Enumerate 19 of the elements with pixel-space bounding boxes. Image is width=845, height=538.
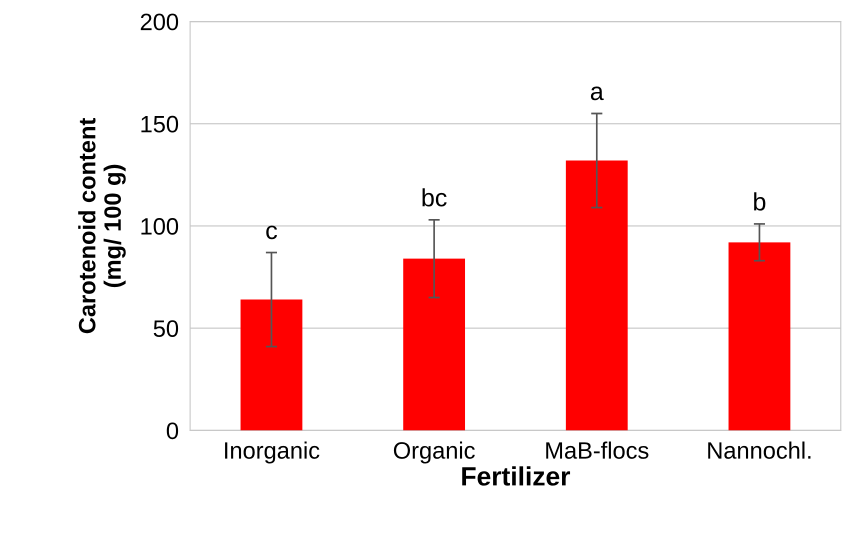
annotation: b xyxy=(754,192,766,211)
bar xyxy=(728,242,790,430)
y-tick-label: 50 xyxy=(154,320,178,337)
x-axis-title: Fertilizer xyxy=(462,466,570,486)
annotation: bc xyxy=(422,188,447,207)
y-tick-label: 0 xyxy=(166,422,178,440)
y-axis-title: Carotenoid content (mg/ 100 g) xyxy=(78,118,126,334)
bar xyxy=(240,300,302,430)
annotation: a xyxy=(590,86,604,100)
y-tick-label: 200 xyxy=(140,14,178,30)
y-tick-label: 100 xyxy=(141,218,178,235)
x-tick-label: Organic xyxy=(394,442,475,464)
x-tick-label: Nannochl. xyxy=(708,442,810,459)
x-tick-label: Inorganic xyxy=(225,442,320,464)
bar xyxy=(403,258,466,430)
bar xyxy=(566,160,628,430)
y-tick-label: 150 xyxy=(141,116,178,133)
x-tick-label: MaB-flocs xyxy=(546,442,648,459)
annotation: c xyxy=(266,226,278,240)
